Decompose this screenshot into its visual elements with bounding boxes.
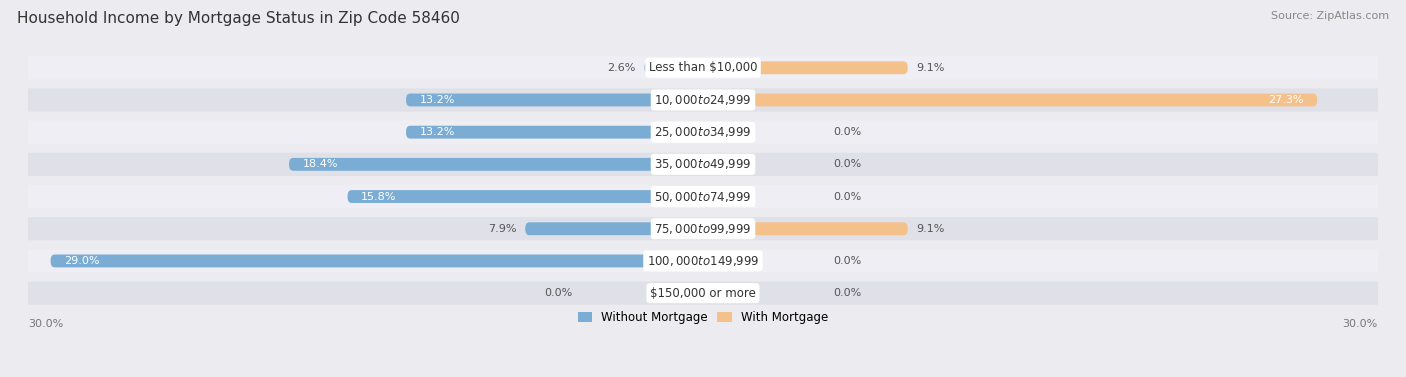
FancyBboxPatch shape [703, 61, 908, 74]
Text: Household Income by Mortgage Status in Zip Code 58460: Household Income by Mortgage Status in Z… [17, 11, 460, 26]
Text: 15.8%: 15.8% [361, 192, 396, 202]
Text: 0.0%: 0.0% [834, 127, 862, 137]
FancyBboxPatch shape [24, 217, 1382, 240]
FancyBboxPatch shape [703, 190, 714, 203]
FancyBboxPatch shape [644, 61, 703, 74]
FancyBboxPatch shape [406, 126, 703, 139]
Text: $35,000 to $49,999: $35,000 to $49,999 [654, 157, 752, 172]
Text: $75,000 to $99,999: $75,000 to $99,999 [654, 222, 752, 236]
Text: 27.3%: 27.3% [1268, 95, 1303, 105]
FancyBboxPatch shape [24, 121, 1382, 144]
Text: 9.1%: 9.1% [917, 224, 945, 234]
FancyBboxPatch shape [406, 93, 703, 106]
FancyBboxPatch shape [703, 222, 908, 235]
FancyBboxPatch shape [24, 153, 1382, 176]
FancyBboxPatch shape [526, 222, 703, 235]
Text: 7.9%: 7.9% [488, 224, 516, 234]
FancyBboxPatch shape [290, 158, 703, 171]
Legend: Without Mortgage, With Mortgage: Without Mortgage, With Mortgage [574, 306, 832, 329]
Text: 0.0%: 0.0% [834, 159, 862, 169]
Text: 0.0%: 0.0% [544, 288, 572, 298]
FancyBboxPatch shape [703, 254, 714, 267]
Text: 29.0%: 29.0% [65, 256, 100, 266]
Text: $50,000 to $74,999: $50,000 to $74,999 [654, 190, 752, 204]
Text: 18.4%: 18.4% [302, 159, 337, 169]
Text: 13.2%: 13.2% [419, 95, 456, 105]
Text: Source: ZipAtlas.com: Source: ZipAtlas.com [1271, 11, 1389, 21]
FancyBboxPatch shape [24, 56, 1382, 80]
Text: $100,000 to $149,999: $100,000 to $149,999 [647, 254, 759, 268]
Text: 9.1%: 9.1% [917, 63, 945, 73]
FancyBboxPatch shape [24, 282, 1382, 305]
FancyBboxPatch shape [24, 88, 1382, 112]
FancyBboxPatch shape [51, 254, 703, 267]
Text: 30.0%: 30.0% [28, 319, 63, 329]
Text: Less than $10,000: Less than $10,000 [648, 61, 758, 74]
Text: $10,000 to $24,999: $10,000 to $24,999 [654, 93, 752, 107]
Text: 0.0%: 0.0% [834, 192, 862, 202]
FancyBboxPatch shape [703, 93, 1317, 106]
FancyBboxPatch shape [692, 287, 703, 300]
FancyBboxPatch shape [703, 158, 714, 171]
Text: 13.2%: 13.2% [419, 127, 456, 137]
FancyBboxPatch shape [347, 190, 703, 203]
FancyBboxPatch shape [703, 287, 714, 300]
Text: 0.0%: 0.0% [834, 288, 862, 298]
FancyBboxPatch shape [703, 126, 714, 139]
Text: 30.0%: 30.0% [1343, 319, 1378, 329]
Text: 0.0%: 0.0% [834, 256, 862, 266]
FancyBboxPatch shape [24, 185, 1382, 208]
Text: $150,000 or more: $150,000 or more [650, 287, 756, 300]
Text: $25,000 to $34,999: $25,000 to $34,999 [654, 125, 752, 139]
FancyBboxPatch shape [24, 249, 1382, 273]
Text: 2.6%: 2.6% [607, 63, 636, 73]
